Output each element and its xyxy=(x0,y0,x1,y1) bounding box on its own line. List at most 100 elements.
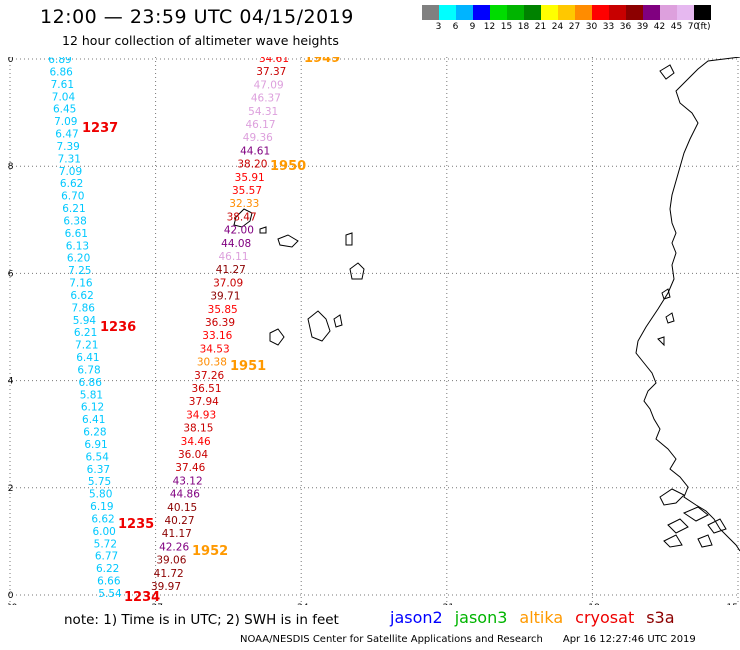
swh-value: 38.15 xyxy=(183,423,213,435)
pass-label: 1235 xyxy=(118,517,154,532)
lat-tick-label: 20 xyxy=(8,57,14,65)
swh-value: 6.62 xyxy=(70,290,93,302)
swh-value: 5.81 xyxy=(80,389,103,401)
scale-swatch xyxy=(456,5,473,20)
coastline xyxy=(233,57,740,552)
scale-swatch xyxy=(473,5,490,20)
swh-value: 6.89 xyxy=(48,57,71,66)
swh-value: 6.45 xyxy=(53,104,76,116)
scale-label: 36 xyxy=(619,22,632,32)
swh-value: 6.62 xyxy=(60,178,83,190)
scale-label: 6 xyxy=(452,22,459,32)
swh-value: 38.47 xyxy=(227,211,257,223)
swh-value: 41.17 xyxy=(162,528,192,540)
swh-value: 33.16 xyxy=(202,330,232,342)
scale-swatch xyxy=(541,5,558,20)
scale-label: 33 xyxy=(602,22,615,32)
scale-label: 39 xyxy=(636,22,649,32)
scale-swatch xyxy=(626,5,643,20)
jason3-track: 6.896.867.617.046.457.096.477.397.317.09… xyxy=(48,57,122,600)
swh-value: 6.38 xyxy=(63,215,86,227)
scale-label: 24 xyxy=(551,22,564,32)
legend-s3a: s3a xyxy=(646,608,675,627)
swh-value: 42.26 xyxy=(159,541,189,553)
lat-tick-label: 18 xyxy=(8,162,14,172)
latitude-labels: 20 18 16 14 12 10 xyxy=(8,57,14,601)
swh-value: 37.46 xyxy=(175,462,205,474)
scale-swatch xyxy=(694,5,711,20)
scale-swatch xyxy=(558,5,575,20)
swh-value: 6.78 xyxy=(77,364,100,376)
swh-value: 34.53 xyxy=(200,343,230,355)
swh-value: 6.86 xyxy=(79,377,103,389)
swh-value: 6.62 xyxy=(91,513,114,525)
wave-height-map: 201816141210 -30-27-24-21-18-15 6.896.86… xyxy=(8,57,740,605)
swh-value: 36.51 xyxy=(191,383,221,395)
swh-value: 5.94 xyxy=(73,315,97,327)
scale-label: 70 xyxy=(687,22,700,32)
legend-altika: altika xyxy=(519,608,564,627)
scale-label: 15 xyxy=(500,22,513,32)
footnote: note: 1) Time is in UTC; 2) SWH is in fe… xyxy=(64,612,339,628)
coastal-islet-north xyxy=(659,64,675,80)
scale-unit: (ft) xyxy=(697,22,711,32)
pass-label: 1952 xyxy=(192,544,228,559)
scale-swatch xyxy=(439,5,456,20)
swh-value: 39.97 xyxy=(151,581,181,593)
scale-label: 3 xyxy=(435,22,442,32)
swh-value: 34.46 xyxy=(181,436,211,448)
swh-value: 37.94 xyxy=(189,396,219,408)
swh-value: 6.37 xyxy=(87,464,110,476)
swh-value: 6.47 xyxy=(55,129,78,141)
swh-value: 6.91 xyxy=(84,439,107,451)
swh-value: 6.70 xyxy=(61,191,84,203)
swh-value: 49.36 xyxy=(243,132,273,144)
lat-tick-label: 16 xyxy=(8,269,14,279)
scale-label: 21 xyxy=(534,22,547,32)
swh-value: 44.86 xyxy=(170,489,200,501)
swh-value: 38.20 xyxy=(237,159,267,171)
swh-value: 6.00 xyxy=(92,526,115,538)
swh-value: 6.61 xyxy=(65,228,88,240)
island-sao-vicente xyxy=(259,226,267,234)
swh-value: 7.31 xyxy=(58,153,81,165)
swh-value: 36.39 xyxy=(205,317,235,329)
pass-label: 1234 xyxy=(124,590,160,605)
pass-label: 1950 xyxy=(270,159,306,174)
swh-value: 46.17 xyxy=(245,119,275,131)
legend-jason2: jason2 xyxy=(390,608,443,627)
swh-value: 6.21 xyxy=(62,203,85,215)
pass-number-labels: 1949 1950 1951 1952 1237 1236 1235 1234 xyxy=(82,57,340,605)
swh-value: 7.86 xyxy=(72,302,96,314)
lon-tick-label: -30 xyxy=(8,603,18,605)
swh-value: 44.61 xyxy=(240,145,270,157)
swh-value: 7.61 xyxy=(51,79,74,91)
swh-value: 39.06 xyxy=(156,555,186,567)
swh-value: 37.09 xyxy=(213,277,243,289)
swh-value: 5.80 xyxy=(89,489,112,501)
scale-label: 18 xyxy=(517,22,530,32)
swh-value: 44.08 xyxy=(221,238,251,250)
swh-value: 43.12 xyxy=(173,475,203,487)
swh-value: 6.66 xyxy=(97,576,121,588)
swh-value: 46.37 xyxy=(251,93,281,105)
swh-value: 6.21 xyxy=(74,327,97,339)
swh-value: 5.72 xyxy=(94,538,117,550)
swh-value: 7.39 xyxy=(56,141,79,153)
swh-value: 37.37 xyxy=(256,66,286,78)
swh-value: 6.28 xyxy=(83,427,106,439)
swh-value: 5.54 xyxy=(98,588,122,600)
scale-swatch xyxy=(677,5,694,20)
pass-label: 1236 xyxy=(100,320,136,335)
swh-value: 6.22 xyxy=(96,563,119,575)
scale-label: 12 xyxy=(483,22,496,32)
scale-label: 30 xyxy=(585,22,598,32)
longitude-labels: -30 -27 -24 -21 -18 -15 xyxy=(8,603,738,605)
scale-label: 27 xyxy=(568,22,581,32)
swh-value: 40.15 xyxy=(167,502,197,514)
lon-tick-label: -18 xyxy=(585,603,600,605)
island-maio xyxy=(333,314,343,328)
swh-value: 6.41 xyxy=(76,352,99,364)
